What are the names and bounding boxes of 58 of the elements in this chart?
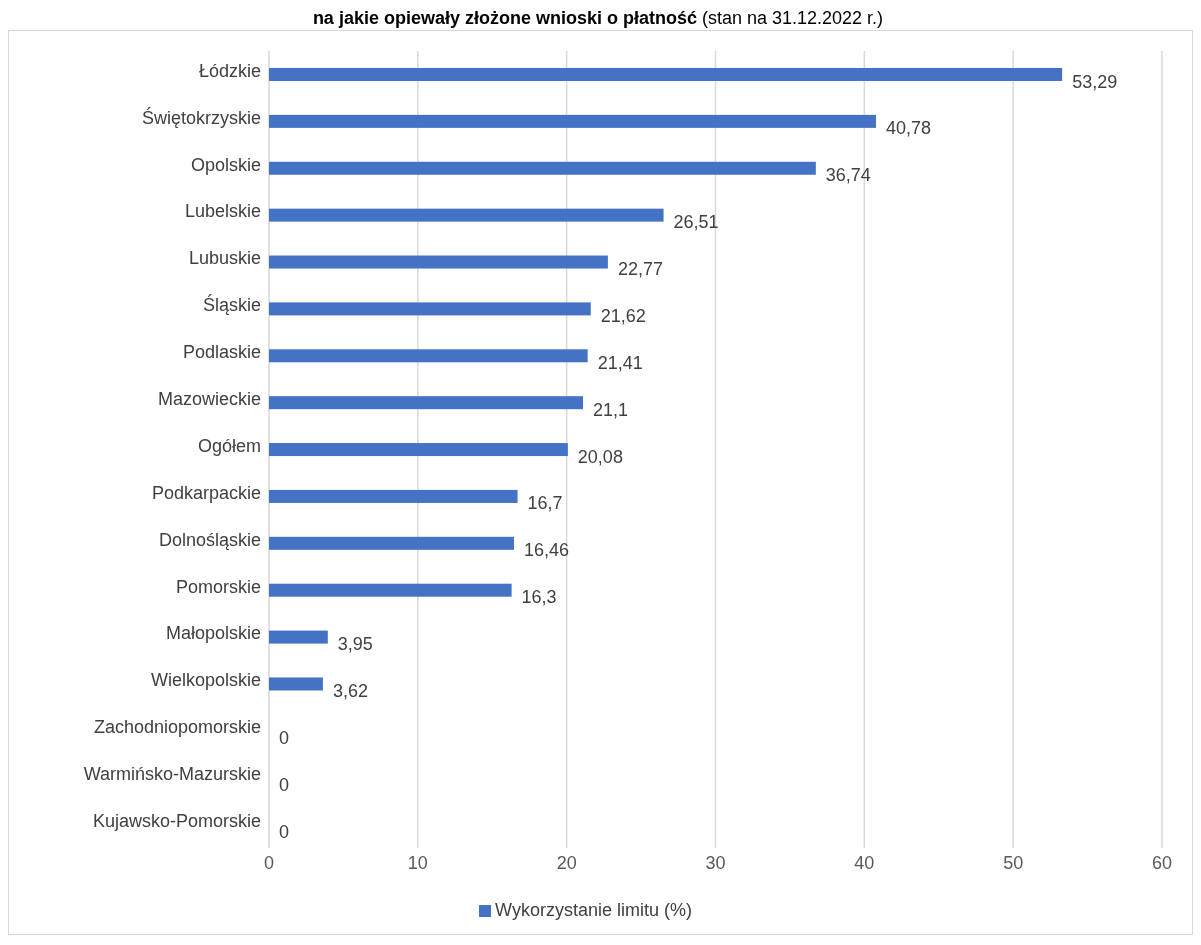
data-label: 40,78 [885, 118, 931, 139]
y-tick-label: Opolskie [190, 154, 261, 175]
bar [269, 349, 588, 363]
x-tick-label: 60 [1151, 852, 1173, 873]
y-tick-label: Łódzkie [198, 60, 261, 81]
bar [269, 536, 514, 550]
bar [269, 302, 591, 316]
y-tick-label: Ogółem [197, 435, 261, 456]
bar [269, 208, 664, 222]
bar [269, 68, 1063, 81]
chart-subtitle: (stan na 31.12.2022 r.) [701, 8, 884, 28]
legend-label: Wykorzystanie limitu (%) [495, 900, 692, 920]
bar [269, 489, 518, 503]
y-tick-label: Podlaskie [182, 342, 261, 363]
y-tick-label: Pomorskie [175, 576, 261, 597]
bar [269, 583, 512, 597]
y-tick-label: Warmińsko-Mazurskie [83, 764, 261, 785]
y-tick-label: Kujawsko-Pomorskie [92, 810, 261, 831]
data-label: 20,08 [577, 446, 623, 467]
y-tick-label: Lubelskie [184, 201, 261, 222]
y-tick-label: Zachodniopomorskie [93, 717, 261, 738]
data-label: 16,7 [527, 493, 563, 514]
y-tick-label: Dolnośląskie [158, 529, 261, 550]
data-label: 22,77 [617, 259, 663, 280]
y-tick-label: Małopolskie [165, 623, 261, 644]
x-tick-label: 30 [705, 852, 726, 873]
y-tick-label: Lubuskie [188, 248, 261, 269]
data-label: 21,62 [600, 305, 646, 326]
x-tick-label: 20 [556, 852, 577, 873]
bar [269, 396, 584, 410]
data-label: 21,1 [593, 399, 629, 420]
bar [269, 255, 608, 269]
data-label: 3,95 [337, 634, 373, 655]
data-label: 0 [279, 821, 290, 842]
bar [269, 443, 568, 457]
chart-title: na jakie opiewały złożone wnioski o płatność [312, 8, 697, 28]
data-label: 21,41 [597, 352, 643, 373]
data-label: 16,46 [523, 540, 570, 561]
x-tick-label: 50 [1003, 852, 1024, 873]
y-tick-label: Świętokrzyskie [141, 106, 261, 128]
x-tick-label: 10 [407, 852, 428, 873]
data-label: 16,3 [521, 587, 557, 608]
x-tick-label: 0 [263, 852, 275, 873]
bar [269, 630, 328, 644]
data-label: 0 [279, 774, 290, 795]
bar [269, 161, 816, 175]
data-label: 36,74 [825, 165, 871, 186]
y-tick-label: Mazowieckie [157, 389, 261, 410]
data-label: 0 [279, 727, 290, 748]
bar [269, 677, 323, 691]
bar [269, 114, 876, 128]
data-label: 53,29 [1072, 71, 1118, 92]
data-label: 26,51 [673, 212, 719, 233]
x-tick-label: 40 [854, 852, 875, 873]
y-tick-label: Śląskie [202, 294, 261, 316]
y-tick-label: Wielkopolskie [150, 670, 261, 691]
data-label: 3,62 [332, 680, 368, 701]
y-tick-label: Podkarpackie [151, 482, 261, 503]
